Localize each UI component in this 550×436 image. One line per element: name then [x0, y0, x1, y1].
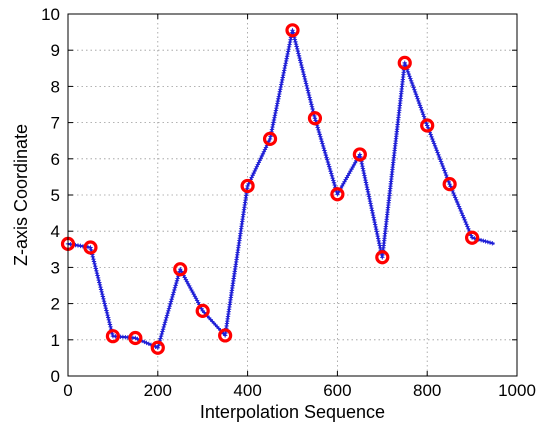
data-point-marker	[262, 131, 278, 146]
y-axis-title: Z-axis Coordinate	[11, 124, 31, 266]
y-tick-label: 0	[51, 367, 60, 386]
y-tick-label: 3	[51, 258, 60, 277]
y-tick-label: 10	[41, 5, 60, 24]
data-point-marker	[128, 330, 143, 346]
data-point-marker	[465, 230, 480, 245]
data-point-marker	[285, 23, 300, 38]
y-tick-label: 9	[51, 41, 60, 60]
data-point-marker	[307, 111, 323, 126]
data-point-marker	[420, 118, 435, 133]
data-point-marker	[83, 240, 98, 255]
data-point-marker	[150, 340, 165, 355]
x-tick-label: 400	[233, 381, 261, 400]
y-tick-label: 6	[51, 150, 60, 169]
x-tick-label: 0	[63, 381, 72, 400]
x-tick-label: 200	[144, 381, 172, 400]
data-point-marker	[352, 147, 367, 162]
x-tick-label: 800	[413, 381, 441, 400]
plot-frame	[67, 13, 518, 377]
y-tick-label: 7	[51, 114, 60, 133]
data-point-marker	[375, 250, 390, 265]
data-point-marker	[442, 177, 457, 192]
x-tick-label: 1000	[498, 381, 536, 400]
data-point-marker	[173, 262, 188, 277]
data-point-marker	[195, 303, 210, 318]
y-tick-label: 4	[51, 222, 60, 241]
data-point-marker	[218, 328, 233, 343]
data-point-marker	[397, 55, 412, 70]
y-tick-label: 1	[51, 331, 60, 350]
data-point-marker	[105, 329, 121, 344]
grid	[68, 14, 517, 376]
x-tick-label: 600	[323, 381, 351, 400]
y-tick-label: 5	[51, 186, 60, 205]
data-point-marker	[240, 178, 255, 194]
x-axis-title: Interpolation Sequence	[200, 402, 385, 422]
plot-area	[68, 14, 517, 376]
y-tick-label: 2	[51, 295, 60, 314]
data-point-marker	[330, 187, 345, 202]
series-markers	[60, 23, 480, 355]
tick-labels: 0 200 400 600 800 1000 0 1 2 3 4 5 6 7 8 9 10	[41, 5, 536, 400]
y-tick-label: 8	[51, 77, 60, 96]
